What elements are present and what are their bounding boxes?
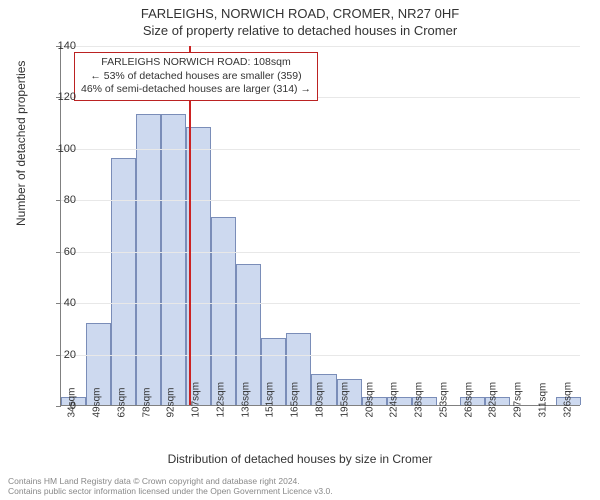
x-axis-label: Distribution of detached houses by size … <box>0 452 600 466</box>
ytick-mark <box>56 303 61 304</box>
ytick-mark <box>56 252 61 253</box>
ytick-mark <box>56 406 61 407</box>
annotation-line2: ← 53% of detached houses are smaller (35… <box>81 70 311 84</box>
gridline <box>61 149 580 150</box>
annotation-line1: FARLEIGHS NORWICH ROAD: 108sqm <box>81 56 311 70</box>
annotation-box: FARLEIGHS NORWICH ROAD: 108sqm ← 53% of … <box>74 52 318 101</box>
footer-line2: Contains public sector information licen… <box>8 486 333 496</box>
ytick-label: 40 <box>64 297 76 309</box>
histogram-bar <box>111 158 136 405</box>
ytick-label: 60 <box>64 246 76 258</box>
histogram-bar <box>211 217 236 405</box>
gridline <box>61 355 580 356</box>
ytick-label: 140 <box>58 40 76 52</box>
gridline <box>61 200 580 201</box>
ytick-label: 80 <box>64 194 76 206</box>
ytick-mark <box>56 200 61 201</box>
y-axis-label: Number of detached properties <box>14 61 28 226</box>
chart-title-sub: Size of property relative to detached ho… <box>0 21 600 38</box>
annotation-line3: 46% of semi-detached houses are larger (… <box>81 83 311 97</box>
ytick-label: 120 <box>58 91 76 103</box>
gridline <box>61 303 580 304</box>
ytick-mark <box>56 355 61 356</box>
chart-title-main: FARLEIGHS, NORWICH ROAD, CROMER, NR27 0H… <box>0 0 600 21</box>
chart-container: FARLEIGHS, NORWICH ROAD, CROMER, NR27 0H… <box>0 0 600 500</box>
gridline <box>61 252 580 253</box>
histogram-bar <box>161 114 186 405</box>
gridline <box>61 46 580 47</box>
ytick-label: 100 <box>58 143 76 155</box>
footer-line1: Contains HM Land Registry data © Crown c… <box>8 476 333 486</box>
footer-attribution: Contains HM Land Registry data © Crown c… <box>8 476 333 496</box>
ytick-label: 20 <box>64 349 76 361</box>
histogram-bar <box>136 114 161 405</box>
